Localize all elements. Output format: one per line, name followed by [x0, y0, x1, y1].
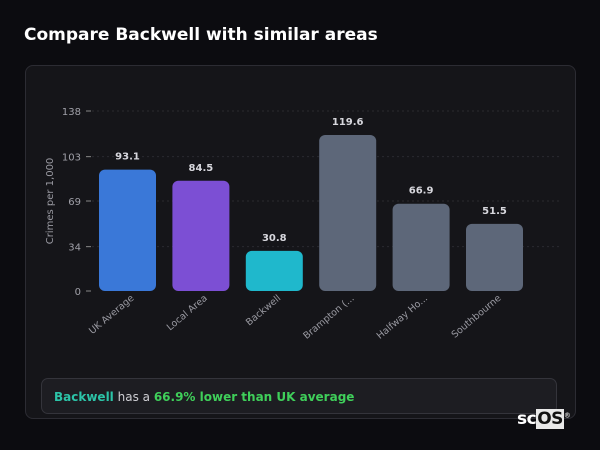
- x-tick-label: Halfway Ho...: [375, 293, 430, 342]
- summary-highlight: 66.9% lower than UK average: [153, 390, 355, 404]
- x-tick-label: Backwell: [244, 293, 283, 328]
- y-tick-label: 103: [62, 153, 81, 164]
- bar: [99, 169, 156, 291]
- bar: [466, 223, 523, 291]
- registered-mark: ®: [563, 411, 571, 420]
- y-tick-label: 0: [75, 287, 81, 298]
- logo-text-box: OS: [536, 409, 564, 429]
- bar: [392, 203, 450, 291]
- y-tick-label: 34: [68, 243, 81, 254]
- page-title: Compare Backwell with similar areas: [24, 25, 378, 45]
- y-tick-label: 69: [68, 197, 81, 208]
- bar-value-label: 66.9: [409, 186, 434, 197]
- y-tick-label: 138: [62, 107, 81, 118]
- bar: [319, 135, 377, 291]
- bar-value-label: 51.5: [482, 206, 507, 217]
- x-tick-label: UK Average: [87, 293, 136, 337]
- bar: [245, 250, 303, 291]
- bar-value-label: 119.6: [332, 117, 364, 128]
- x-tick-label: Brampton (...: [301, 293, 356, 342]
- summary-area: Backwell: [54, 390, 114, 404]
- y-axis-label: Crimes per 1,000: [45, 158, 56, 245]
- x-tick-label: Southbourne: [450, 293, 504, 341]
- scos-logo: scOS®: [517, 409, 571, 429]
- logo-text: sc: [517, 409, 537, 429]
- bar-value-label: 93.1: [115, 152, 140, 163]
- comparison-summary: Backwell has a 66.9% lower than UK avera…: [41, 378, 557, 414]
- x-tick-label: Local Area: [165, 293, 210, 333]
- bar-value-label: 30.8: [262, 233, 287, 244]
- bar-value-label: 84.5: [189, 163, 214, 174]
- bar: [172, 180, 230, 291]
- summary-text: has a: [113, 390, 154, 404]
